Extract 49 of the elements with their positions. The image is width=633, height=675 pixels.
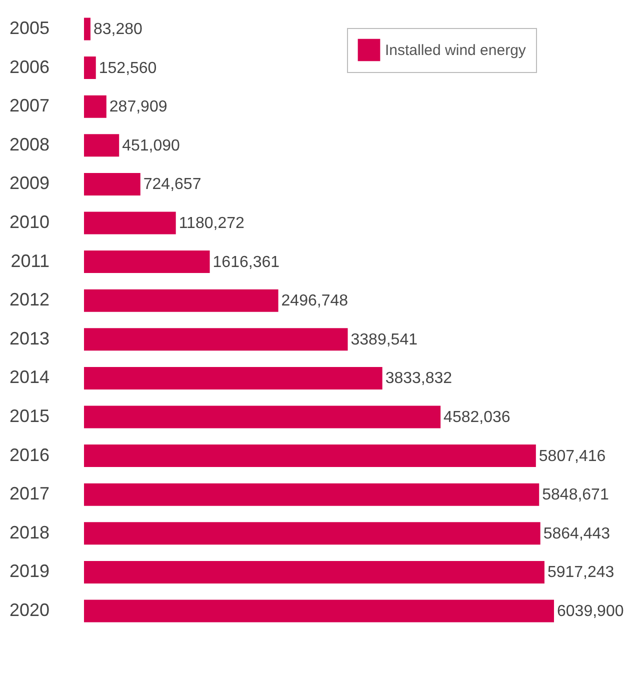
bar [84,250,210,274]
data-label: 451,090 [122,137,180,154]
bar [84,56,96,80]
data-label: 5917,243 [547,564,614,582]
y-tick-label: 2019 [9,561,50,582]
bar [84,444,536,468]
bar [84,406,441,428]
y-tick-label: 2014 [9,367,50,388]
y-tick-label: 2010 [9,212,50,232]
y-tick-label: 2008 [9,134,50,154]
data-label: 3389,541 [350,331,418,348]
bar [84,95,106,118]
y-tick-label: 2009 [9,173,50,194]
bar [84,212,176,234]
data-label: 1616,361 [212,254,280,271]
data-label: 287,909 [109,98,168,116]
bar [84,560,544,584]
y-tick-label: 2015 [9,406,50,426]
bar [84,134,120,157]
data-label: 152,560 [98,60,157,77]
bar [84,483,540,506]
data-label: 83,280 [93,21,143,38]
y-tick-label: 2006 [9,56,50,77]
data-label: 5864,443 [543,525,610,542]
data-label: 1180,272 [178,215,244,232]
y-tick-label: 2016 [9,444,50,465]
bar [84,328,348,351]
bar [84,172,140,196]
y-tick-label: 2018 [9,522,50,542]
data-label: 724,657 [143,176,202,194]
y-tick-label: 2012 [9,290,50,310]
y-tick-label: 2011 [10,250,50,271]
data-label: 5848,671 [542,486,609,504]
y-tick-label: 2007 [9,96,50,116]
y-tick-label: 2017 [9,484,50,504]
bar [84,289,278,312]
data-label: 2496,748 [281,292,348,310]
data-label: 5807,416 [538,448,606,465]
bar [84,522,540,545]
bar [84,366,382,390]
y-tick-label: 2013 [9,328,50,348]
data-label: 3833,832 [385,370,452,388]
y-tick-label: 2020 [9,600,50,620]
data-label: 4582,036 [444,408,510,426]
legend-label: Installed wind energy [385,42,526,59]
bar [84,18,90,40]
data-label: 6039,900 [557,602,624,620]
bar [84,600,554,622]
y-tick-label: 2005 [9,18,50,38]
